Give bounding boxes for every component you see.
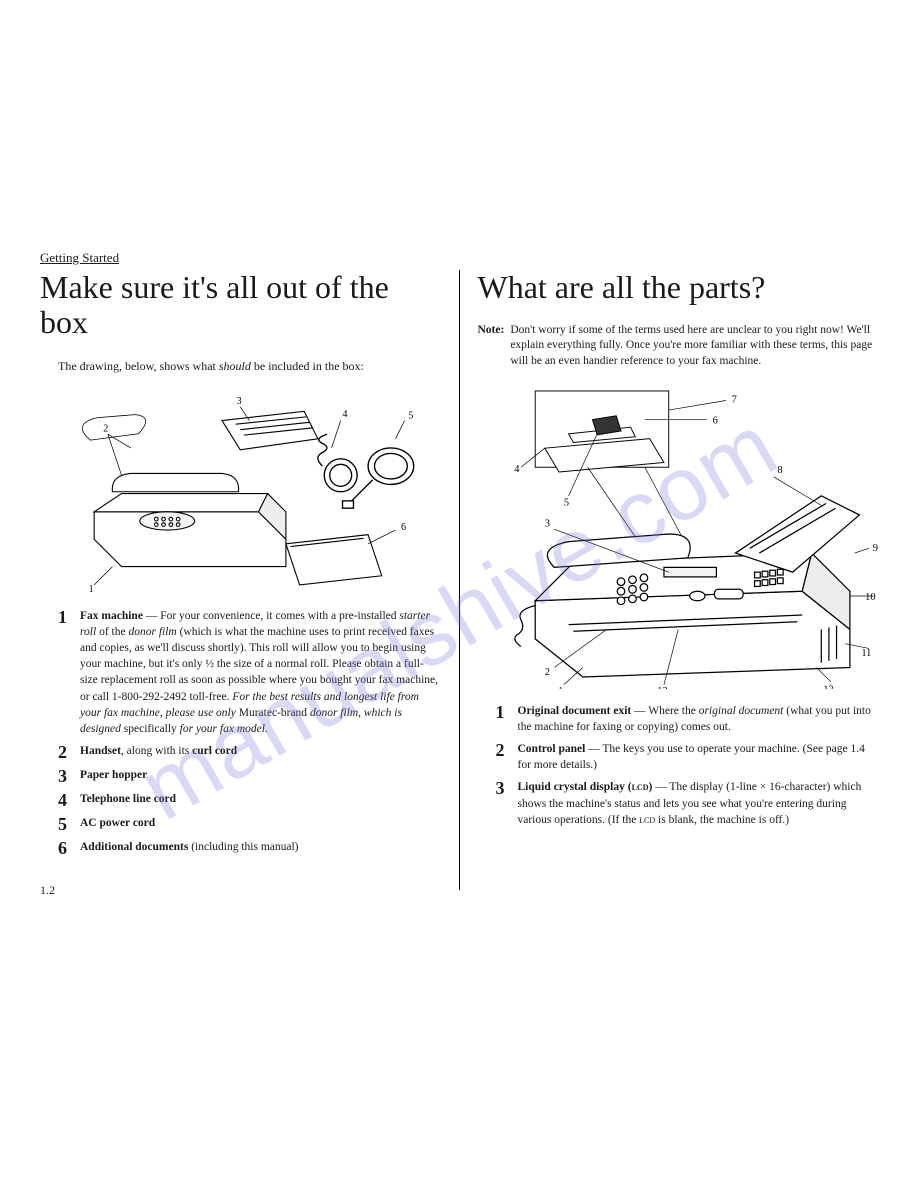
- list-item: 1Fax machine — For your convenience, it …: [58, 608, 441, 737]
- callout-5: 5: [408, 411, 413, 422]
- rcallout-5: 5: [563, 497, 568, 508]
- list-item: 6 Additional documents (including this ma…: [58, 839, 441, 857]
- callout-4: 4: [343, 409, 348, 420]
- left-title: Make sure it's all out of the box: [40, 270, 441, 339]
- rcallout-10: 10: [865, 592, 875, 603]
- item-text: AC power cord: [80, 815, 155, 833]
- item-text: Paper hopper: [80, 767, 147, 785]
- note-text: Don't worry if some of the terms used he…: [510, 323, 878, 370]
- left-column: Make sure it's all out of the box The dr…: [40, 270, 460, 890]
- intro-post: be included in the box:: [251, 359, 364, 373]
- item-text: Liquid crystal display (lcd) — The displ…: [518, 779, 879, 827]
- item-text: Additional documents (including this man…: [80, 839, 299, 857]
- rcallout-2: 2: [544, 667, 549, 678]
- rcallout-9: 9: [872, 543, 877, 554]
- rcallout-3: 3: [544, 518, 549, 529]
- intro-em: should: [219, 359, 251, 373]
- note-label: Note:: [478, 323, 505, 370]
- rcallout-4: 4: [514, 464, 520, 475]
- page-number: 1.2: [40, 883, 55, 898]
- list-item: 5 AC power cord: [58, 815, 441, 833]
- callout-6: 6: [401, 522, 406, 533]
- item-number: 2: [496, 741, 510, 773]
- item-number: 1: [496, 703, 510, 735]
- list-item: 1Original document exit — Where the orig…: [496, 703, 879, 735]
- section-label: Getting Started: [40, 250, 878, 266]
- rcallout-13: 13: [657, 686, 667, 689]
- callout-1: 1: [89, 584, 94, 594]
- two-column-layout: Make sure it's all out of the box The dr…: [40, 270, 878, 890]
- item-number: 1: [58, 608, 72, 737]
- list-item: 2Control panel — The keys you use to ope…: [496, 741, 879, 773]
- item-number: 4: [58, 791, 72, 809]
- right-title: What are all the parts?: [478, 270, 879, 305]
- list-item: 2 Handset, along with its curl cord: [58, 743, 441, 761]
- item-text: Control panel — The keys you use to oper…: [518, 741, 879, 773]
- rcallout-11: 11: [861, 648, 871, 659]
- rcallout-8: 8: [777, 465, 782, 476]
- item-text: Handset, along with its curl cord: [80, 743, 237, 761]
- right-item-list: 1Original document exit — Where the orig…: [496, 703, 879, 828]
- intro-pre: The drawing, below, shows what: [58, 359, 219, 373]
- item-number: 6: [58, 839, 72, 857]
- note-row: Note: Don't worry if some of the terms u…: [478, 323, 879, 370]
- item-number: 3: [58, 767, 72, 785]
- item-number: 5: [58, 815, 72, 833]
- callout-3: 3: [237, 396, 242, 407]
- item-text: Fax machine — For your convenience, it c…: [80, 608, 441, 737]
- list-item: 4 Telephone line cord: [58, 791, 441, 809]
- list-item: 3Liquid crystal display (lcd) — The disp…: [496, 779, 879, 827]
- left-intro: The drawing, below, shows what should be…: [58, 359, 441, 374]
- rcallout-6: 6: [712, 415, 717, 426]
- item-number: 2: [58, 743, 72, 761]
- list-item: 3 Paper hopper: [58, 767, 441, 785]
- left-item-list: 1Fax machine — For your convenience, it …: [58, 608, 441, 857]
- right-column: What are all the parts? Note: Don't worr…: [460, 270, 879, 890]
- callout-2: 2: [103, 424, 108, 435]
- rcallout-1: 1: [558, 686, 563, 689]
- item-text: Telephone line cord: [80, 791, 176, 809]
- left-figure: 1 2 3 4 5 6: [40, 384, 441, 594]
- item-text: Original document exit — Where the origi…: [518, 703, 879, 735]
- item-number: 3: [496, 779, 510, 827]
- right-figure: 1 2 3 4 5 6 7 8 9 10 11 12 13: [478, 379, 879, 689]
- rcallout-12: 12: [823, 684, 833, 689]
- rcallout-7: 7: [731, 395, 736, 406]
